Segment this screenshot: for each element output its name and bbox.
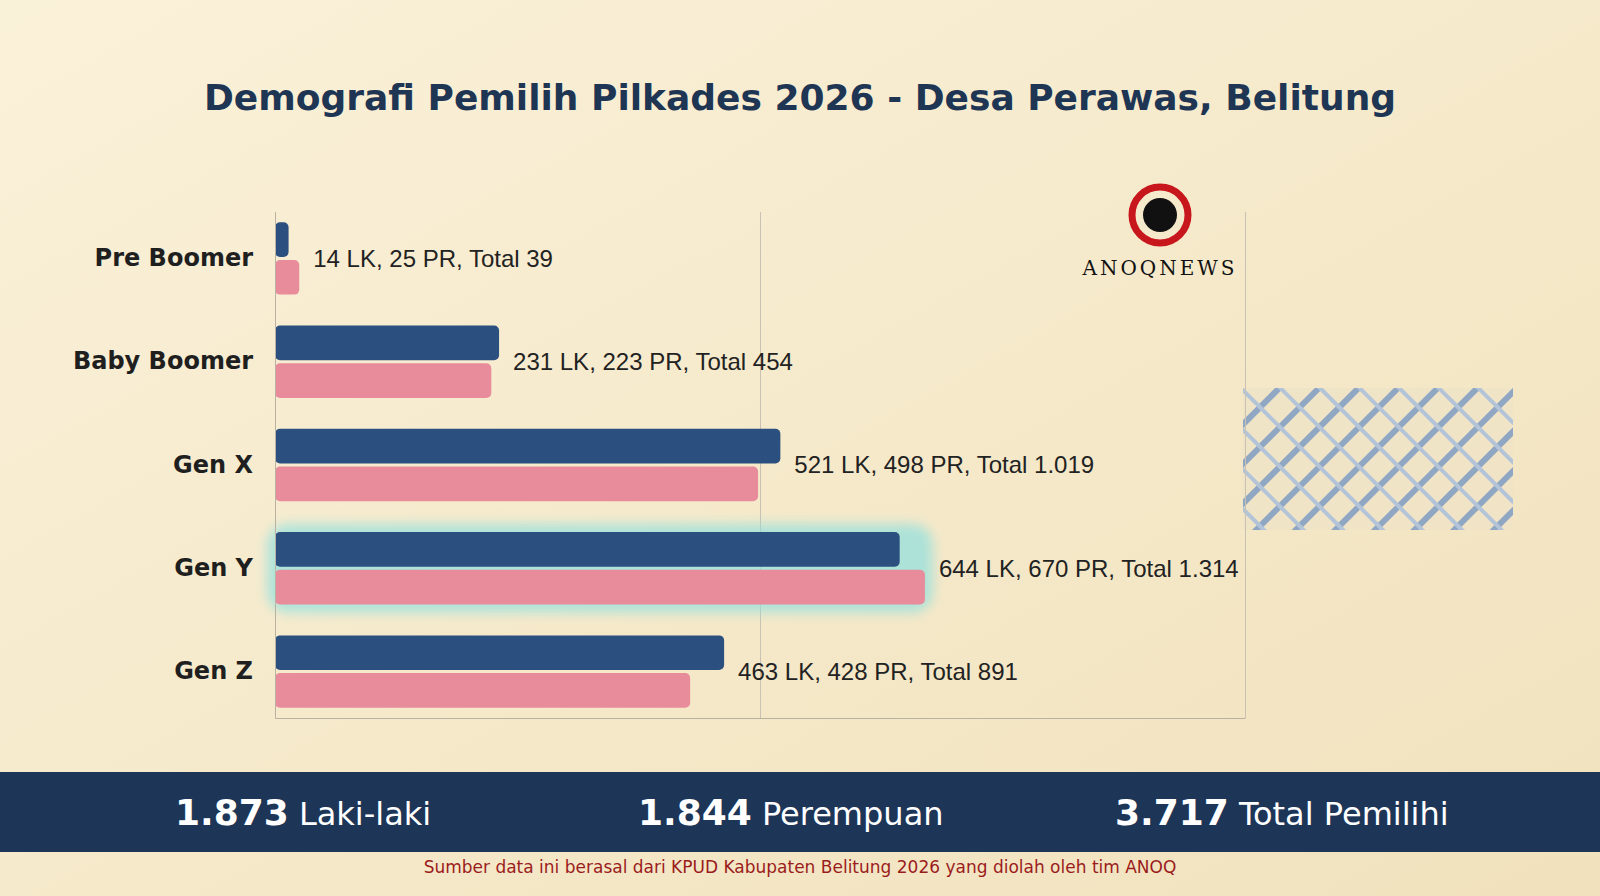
title: Demografi Pemilih Pilkades 2026 - Desa P… xyxy=(204,77,1396,118)
x-tick xyxy=(275,212,276,718)
category-label: Gen Z xyxy=(174,657,253,685)
bar xyxy=(275,532,900,567)
grid-line xyxy=(760,212,761,718)
summary-value: 1.873 xyxy=(175,792,289,833)
summary-label: Laki-laki xyxy=(299,795,431,833)
chart: Demografi Pemilih Pilkades 2026 - Desa P… xyxy=(0,0,1600,896)
y-tick: Gen X xyxy=(173,451,275,479)
data-label: 521 LK, 498 PR, Total 1.019 xyxy=(794,451,1094,478)
summary-value: 3.717 xyxy=(1115,792,1229,833)
x-tick xyxy=(1245,212,1246,718)
logo-text: ANOQNEWS xyxy=(1081,256,1237,280)
logo-mark xyxy=(1143,198,1177,232)
bar xyxy=(275,429,780,464)
bar xyxy=(275,635,724,670)
y-axis: Pre Boomer Baby Boomer Gen X Gen Y Gen Z xyxy=(73,213,276,719)
summary-label: Perempuan xyxy=(762,795,944,833)
bar xyxy=(275,222,289,257)
bar xyxy=(275,467,758,502)
data-label: 644 LK, 670 PR, Total 1.314 xyxy=(939,555,1239,582)
data-label: 231 LK, 223 PR, Total 454 xyxy=(513,348,793,375)
bar xyxy=(275,326,499,361)
source: Sumber data ini berasal dari KPUD Kabupa… xyxy=(424,857,1177,877)
footer-band xyxy=(0,772,1600,852)
x-axis xyxy=(276,212,1246,719)
category-label: Baby Boomer xyxy=(73,347,253,375)
y-tick: Baby Boomer xyxy=(73,347,275,375)
summary-label: Total Pemilihi xyxy=(1238,795,1449,833)
logo-ring xyxy=(1132,187,1188,243)
grid-line xyxy=(275,212,276,718)
summary-value: 1.844 xyxy=(638,792,752,833)
bar xyxy=(275,363,491,398)
logo: ANOQNEWS xyxy=(1081,187,1237,280)
summary: 1.844 Perempuan xyxy=(638,792,944,833)
category-label: Gen Y xyxy=(174,554,253,582)
category-label: Gen X xyxy=(173,451,253,479)
data-label: 14 LK, 25 PR, Total 39 xyxy=(313,245,553,272)
y-axis-line xyxy=(275,213,276,719)
bar xyxy=(275,570,925,605)
bar xyxy=(275,260,299,295)
category-label: Pre Boomer xyxy=(95,244,254,272)
summary: 3.717Total Pemilihi xyxy=(1115,792,1449,833)
background xyxy=(0,0,1600,896)
x-tick xyxy=(760,212,761,718)
y-tick: Gen Z xyxy=(174,657,275,685)
summary: 1.873 Laki-laki xyxy=(175,792,431,833)
grid-line xyxy=(1245,212,1246,718)
batik-decoration xyxy=(1243,388,1513,530)
highlight-glow xyxy=(267,524,933,612)
bar xyxy=(275,673,690,708)
x-axis-line xyxy=(276,718,1246,719)
y-tick: Pre Boomer xyxy=(95,244,275,272)
y-tick: Gen Y xyxy=(174,554,275,582)
data-label: 463 LK, 428 PR, Total 891 xyxy=(738,658,1018,685)
